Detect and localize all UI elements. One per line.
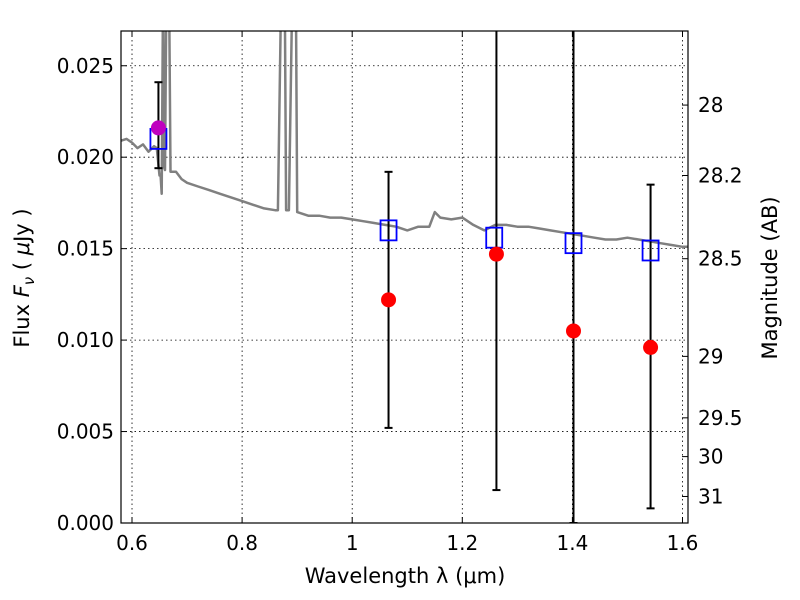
data-point-0-1 — [488, 246, 504, 262]
y-tick-label-4: 0.020 — [57, 145, 114, 169]
x-tick-label-0: 0.6 — [116, 531, 148, 555]
x-axis-label: Wavelength λ (μm) — [305, 564, 506, 588]
y2-axis-label: Magnitude (AB) — [758, 196, 782, 359]
y-axis-label: Flux Fν ( μJy ) — [10, 208, 38, 347]
y-tick-label-0: 0.000 — [57, 511, 114, 535]
data-point-1-0 — [150, 120, 166, 136]
y-axis-label-subscript: ν — [20, 277, 38, 285]
y-tick-label-3: 0.015 — [57, 237, 114, 261]
x-tick-label-2: 1 — [346, 531, 359, 555]
model-square-1 — [379, 219, 398, 242]
y2-tick-label-5: 30 — [698, 445, 723, 469]
plot-frame — [120, 30, 689, 524]
y-axis-label-symbol: F — [10, 284, 34, 297]
axis-ticks: 0.6 0.8 1 1.2 1.4 1.6 0.000 0.005 0.010 0.015 0.02… — [57, 31, 743, 555]
sed-line-0 — [121, 31, 688, 249]
plot-area — [121, 31, 688, 523]
y-tick-label-2: 0.010 — [57, 328, 114, 352]
y-tick-label-5: 0.025 — [57, 54, 114, 78]
x-tick-label-5: 1.6 — [667, 531, 699, 555]
x-tick-label-3: 1.2 — [446, 531, 478, 555]
data-point-0-2 — [565, 323, 581, 339]
data-point-0-0 — [381, 292, 397, 308]
y2-tick-label-6: 31 — [698, 484, 723, 508]
y-axis-label-open: ( — [10, 255, 34, 277]
y2-tick-label-0: 28 — [698, 93, 723, 117]
data-point-0-3 — [643, 339, 659, 355]
model-square-3 — [564, 232, 583, 255]
y-axis-label-unit: Jy ) — [10, 208, 34, 244]
y2-tick-label-1: 28.2 — [698, 163, 743, 187]
x-tick-label-4: 1.4 — [556, 531, 588, 555]
x-tick-label-1: 0.8 — [226, 531, 258, 555]
model-square-4 — [641, 239, 660, 262]
y-tick-label-1: 0.005 — [57, 420, 114, 444]
y-axis-label-prefix: Flux — [10, 297, 34, 347]
y-axis-label-mu: μ — [10, 242, 34, 256]
y2-tick-label-4: 29.5 — [698, 406, 743, 430]
y2-tick-label-2: 28.5 — [698, 247, 743, 271]
y2-tick-label-3: 29 — [698, 344, 723, 368]
